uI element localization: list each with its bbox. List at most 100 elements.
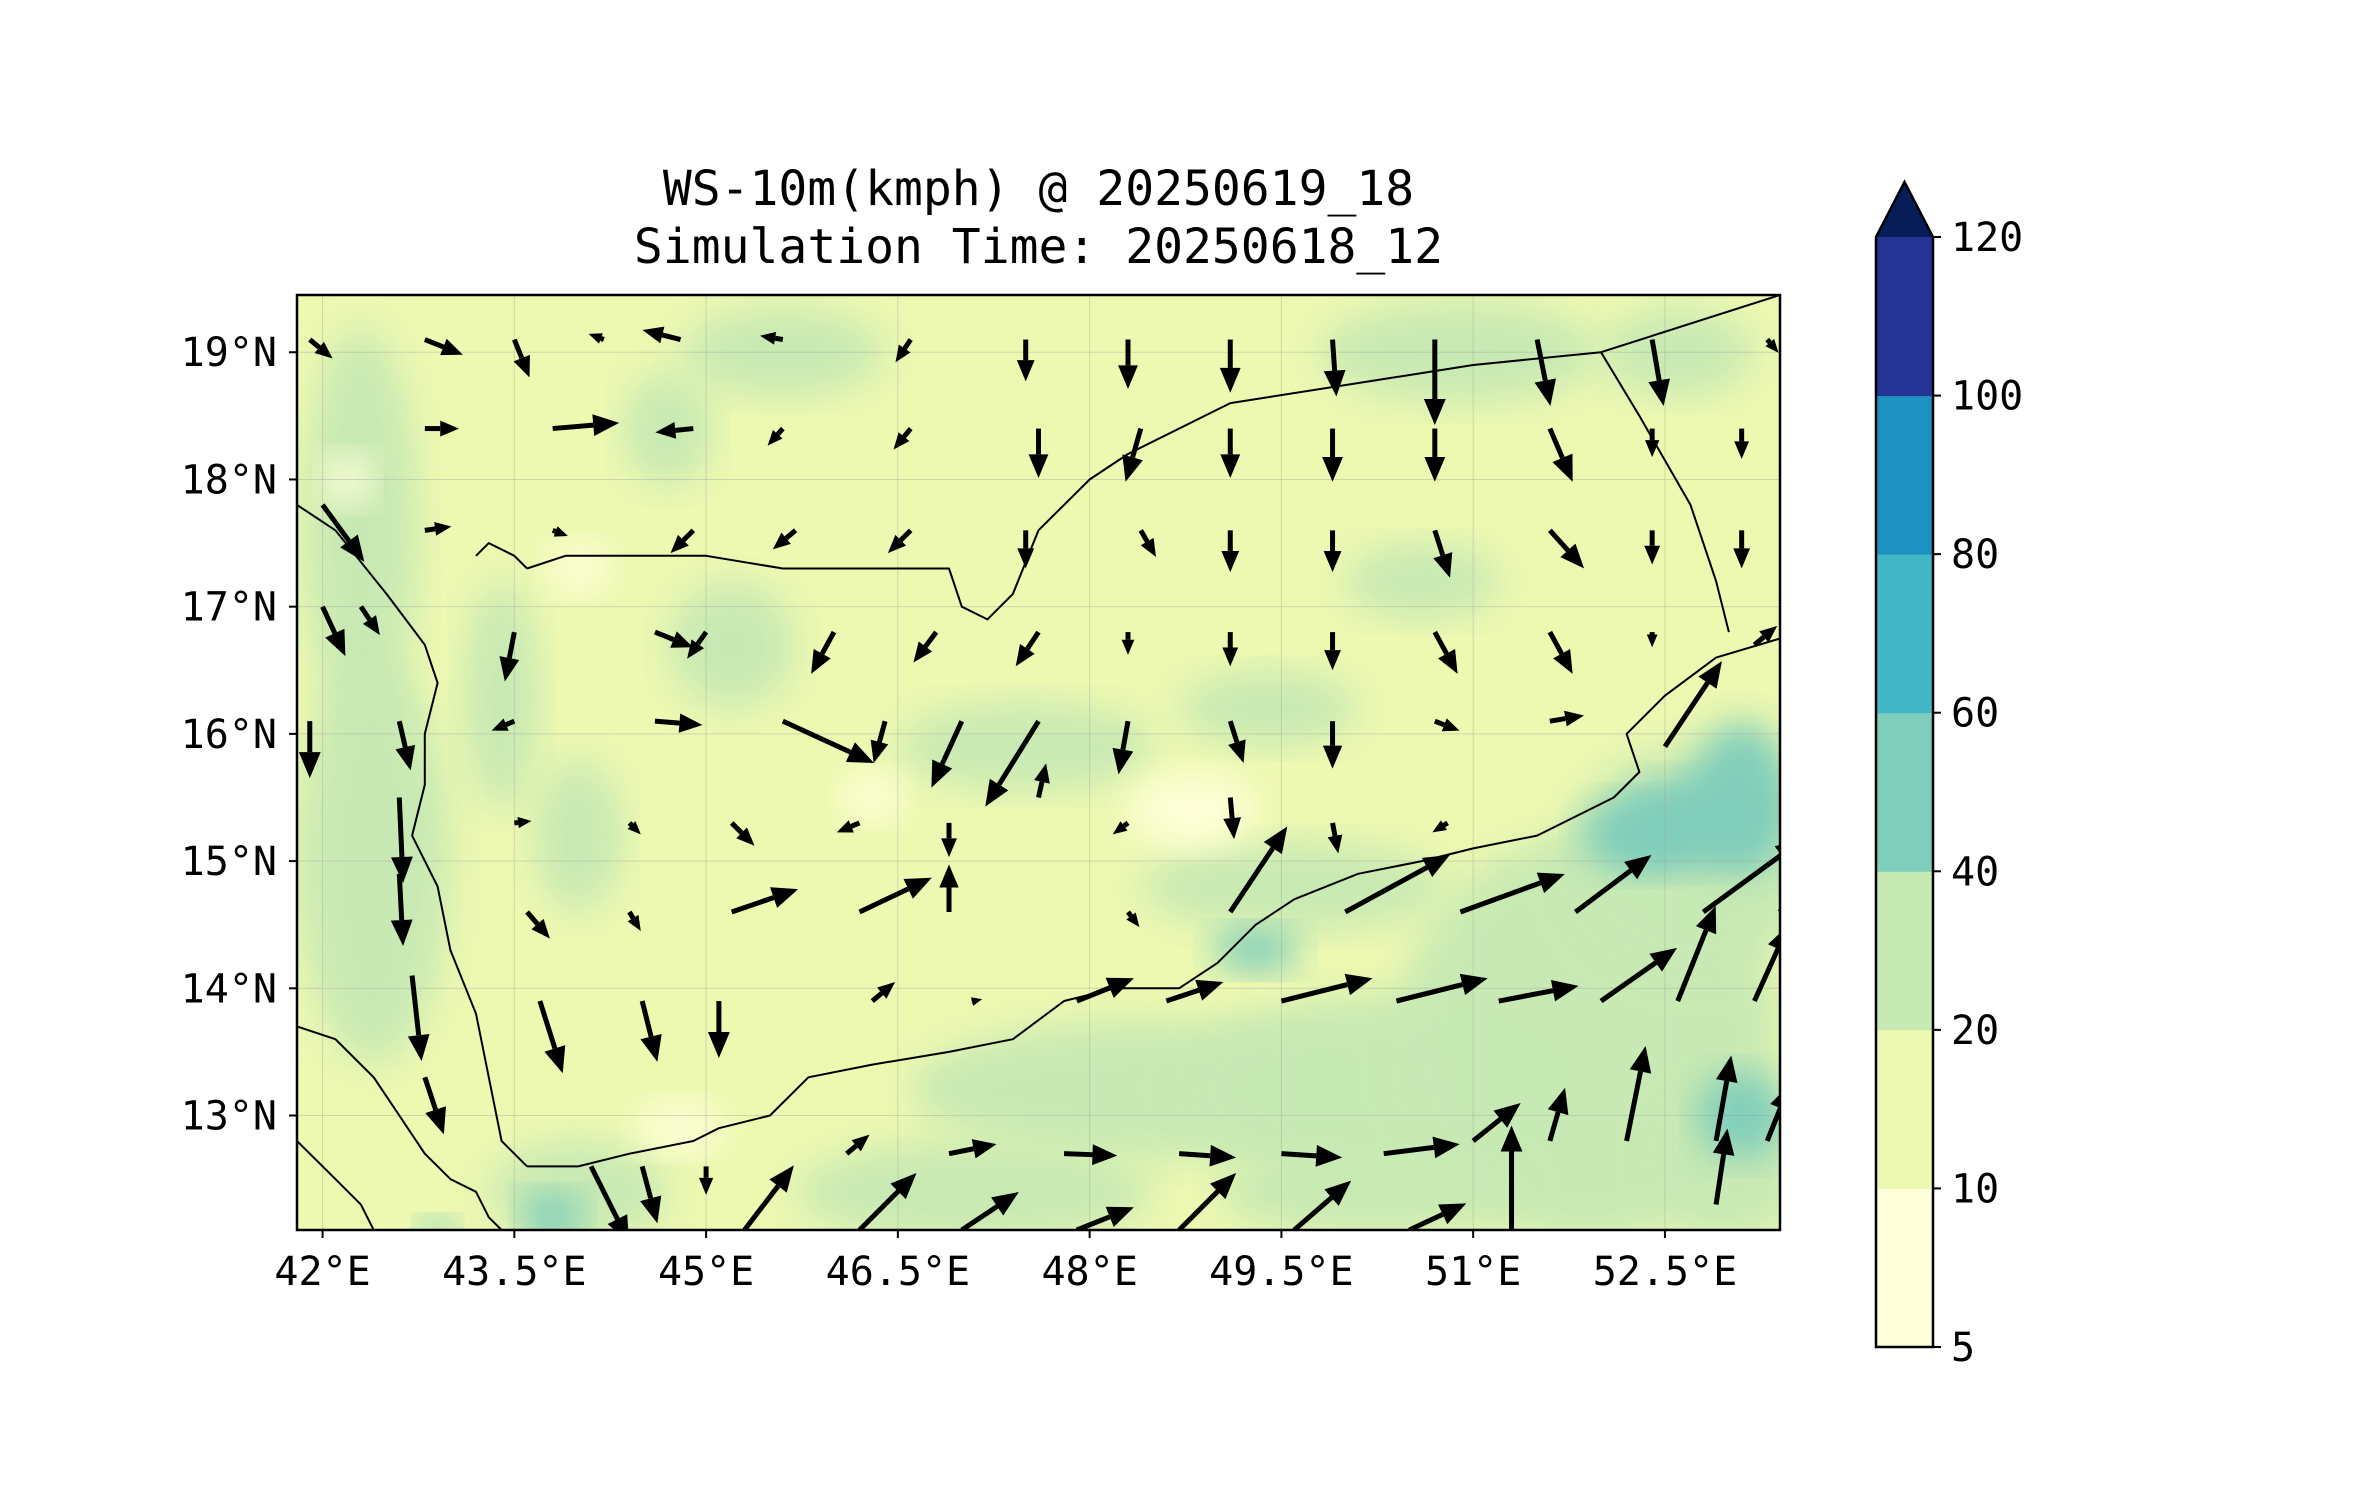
wind-vector bbox=[1777, 907, 1780, 912]
wind-vector-head bbox=[407, 1034, 430, 1062]
wind-vector bbox=[1028, 428, 1049, 478]
wind-vector-shaft bbox=[1459, 880, 1542, 915]
wind-vector-shaft bbox=[1432, 630, 1449, 655]
wind-vector-head bbox=[298, 752, 321, 779]
wind-vector bbox=[939, 864, 959, 912]
wind-vector-head bbox=[1344, 973, 1373, 996]
chart-title-line1: WS-10m(kmph) @ 20250619_18 bbox=[662, 161, 1415, 217]
wind-vector-head bbox=[887, 534, 907, 554]
wind-vector-head bbox=[1112, 821, 1128, 835]
wind-vector bbox=[1327, 822, 1343, 854]
wind-vector-shaft bbox=[505, 718, 516, 727]
wind-vector bbox=[407, 975, 430, 1062]
speed-region-24 bbox=[1211, 927, 1301, 974]
wind-vector-shaft bbox=[1177, 1189, 1220, 1230]
x-tick-label: 46.5°E bbox=[826, 1249, 971, 1295]
wind-vector-head bbox=[314, 341, 333, 359]
wind-vector-head bbox=[588, 333, 603, 344]
wind-vector-head bbox=[1322, 456, 1343, 482]
wind-vector bbox=[1324, 632, 1341, 671]
wind-vector-head bbox=[1646, 634, 1658, 648]
wind-vector bbox=[1648, 339, 1670, 407]
wind-vector-head bbox=[544, 1045, 566, 1074]
wind-vector-shaft bbox=[308, 337, 321, 350]
wind-vector bbox=[1733, 530, 1751, 569]
wind-vector bbox=[1395, 973, 1488, 1004]
wind-vector-head bbox=[1715, 1055, 1738, 1083]
wind-vector bbox=[1734, 428, 1750, 459]
wind-vector-shaft bbox=[409, 975, 422, 1036]
wind-vector-shaft bbox=[423, 337, 445, 350]
colorbar-segment bbox=[1876, 395, 1933, 555]
wind-vector-head bbox=[760, 331, 777, 345]
wind-vector bbox=[913, 630, 939, 663]
wind-vector-head bbox=[913, 641, 933, 663]
speed-region-19 bbox=[1217, 1147, 1525, 1230]
y-tick-label: 14°N bbox=[181, 966, 277, 1012]
wind-vector bbox=[639, 1000, 662, 1062]
chart-title-line2: Simulation Time: 20250618_12 bbox=[633, 219, 1444, 275]
wind-vector bbox=[760, 331, 784, 345]
wind-vector bbox=[390, 873, 413, 947]
wind-vector-shaft bbox=[422, 1076, 438, 1111]
wind-vector bbox=[1221, 530, 1240, 573]
wind-vector-shaft bbox=[1330, 339, 1338, 371]
wind-vector-shaft bbox=[742, 1184, 781, 1230]
wind-vector-head bbox=[687, 639, 705, 659]
wind-vector-shaft bbox=[1549, 716, 1566, 724]
wind-vector-shaft bbox=[600, 336, 605, 342]
wind-vector bbox=[1547, 1087, 1569, 1142]
wind-vector bbox=[627, 910, 641, 931]
wind-vector-head bbox=[1118, 365, 1138, 389]
wind-vector-head bbox=[767, 430, 783, 446]
wind-vector-head bbox=[1648, 378, 1670, 407]
wind-vector-shaft bbox=[396, 873, 405, 921]
wind-vector-shaft bbox=[1178, 1151, 1211, 1159]
wind-vector-shaft bbox=[1675, 929, 1709, 1002]
wind-vector-head bbox=[1324, 1180, 1352, 1206]
wind-vector-shaft bbox=[1599, 960, 1658, 1004]
wind-vector-head bbox=[390, 919, 413, 947]
wind-vector-head bbox=[893, 432, 910, 450]
wind-vector-head bbox=[1210, 1173, 1237, 1200]
wind-vector bbox=[1646, 632, 1658, 648]
wind-vector bbox=[857, 1173, 917, 1230]
wind-vector bbox=[1280, 973, 1373, 1004]
wind-vector bbox=[1459, 872, 1565, 915]
wind-vector bbox=[698, 1166, 714, 1195]
wind-vector-head bbox=[1536, 872, 1565, 894]
wind-vector bbox=[970, 997, 983, 1006]
speed-region-30 bbox=[840, 772, 905, 823]
wind-vector-head bbox=[1564, 710, 1585, 727]
wind-vector bbox=[1662, 661, 1722, 748]
wind-vector-head bbox=[1195, 979, 1224, 1001]
wind-vector bbox=[358, 605, 380, 636]
wind-vector-shaft bbox=[1125, 910, 1133, 918]
wind-vector-shaft bbox=[358, 605, 372, 621]
wind-vector bbox=[1752, 625, 1778, 647]
wind-vector-head bbox=[640, 1195, 662, 1224]
wind-vector-head bbox=[627, 914, 641, 931]
wind-vector-head bbox=[903, 877, 932, 899]
wind-vector bbox=[772, 528, 798, 550]
wind-vector bbox=[1344, 854, 1450, 915]
wind-vector bbox=[512, 338, 530, 378]
wind-vector-head bbox=[1221, 550, 1240, 573]
wind-vector-head bbox=[941, 838, 957, 858]
wind-vector bbox=[639, 1165, 662, 1224]
wind-vector-head bbox=[1770, 1094, 1780, 1108]
wind-vector-shaft bbox=[396, 797, 405, 858]
wind-vector bbox=[1122, 427, 1144, 482]
wind-vector-shaft bbox=[627, 910, 636, 920]
wind-vector-head bbox=[1432, 1136, 1460, 1159]
wind-vector bbox=[654, 713, 703, 733]
wind-vector-head bbox=[1441, 718, 1460, 732]
wind-vector-head bbox=[531, 918, 550, 939]
wind-vector-head bbox=[440, 420, 460, 437]
chart-title: WS-10m(kmph) @ 20250619_18 Simulation Ti… bbox=[297, 160, 1780, 276]
wind-vector bbox=[551, 526, 568, 537]
wind-vector-head bbox=[991, 1192, 1019, 1216]
wind-vector-shaft bbox=[320, 503, 352, 543]
wind-vector-head bbox=[640, 1033, 662, 1062]
y-tick-label: 18°N bbox=[181, 457, 277, 503]
